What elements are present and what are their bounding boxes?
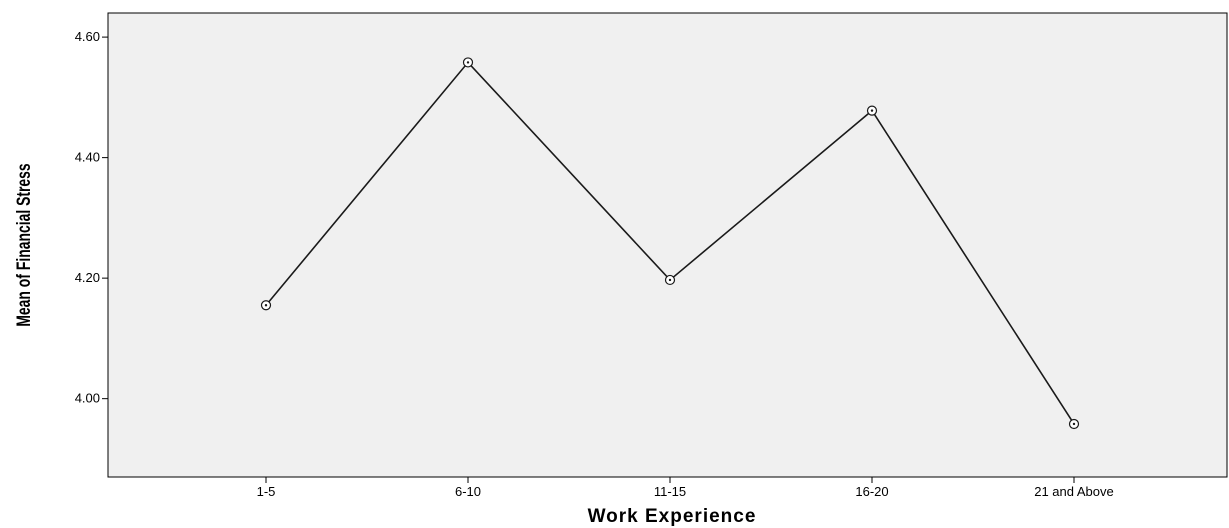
y-tick-label: 4.20 (75, 270, 100, 285)
data-point-center (1072, 422, 1076, 426)
x-tick-label: 21 and Above (1034, 484, 1114, 499)
y-tick-label: 4.60 (75, 29, 100, 44)
plot-area (107, 12, 1228, 478)
y-tick-label: 4.00 (75, 391, 100, 406)
y-axis: 4.00 4.20 4.40 4.60 (75, 29, 108, 406)
x-tick-label: 1-5 (257, 484, 276, 499)
y-tick-label: 4.40 (75, 150, 100, 165)
x-tick-label: 11-15 (654, 484, 686, 499)
data-point-center (466, 61, 470, 64)
data-point-center (668, 278, 672, 282)
x-axis: 1-5 6-10 11-15 16-20 21 and Above (257, 477, 1114, 499)
data-point-center (870, 109, 874, 112)
y-axis-title: Mean of Financial Stress (13, 163, 35, 326)
data-point-center (264, 304, 268, 307)
x-tick-label: 6-10 (455, 484, 481, 499)
x-axis-title: Work Experience (588, 506, 757, 527)
data-series (260, 57, 1080, 430)
x-tick-label: 16-20 (855, 484, 888, 499)
